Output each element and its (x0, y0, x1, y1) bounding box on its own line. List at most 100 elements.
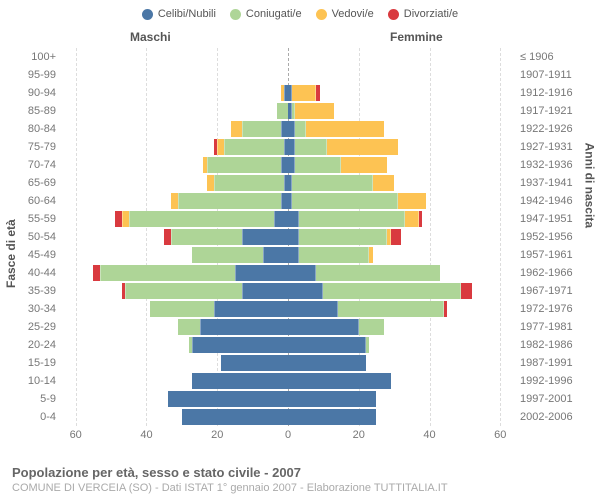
bar-segment (235, 265, 288, 281)
birth-label: 1907-1911 (520, 66, 578, 84)
age-row: 15-191987-1991 (58, 354, 518, 372)
age-label: 70-74 (2, 156, 56, 174)
bar-segment (168, 391, 288, 407)
bar-segment (281, 121, 288, 137)
bar-male (171, 193, 288, 209)
bar-segment (299, 211, 405, 227)
bar-segment (178, 193, 281, 209)
bar-segment (373, 175, 394, 191)
bar-segment (444, 301, 448, 317)
legend-item: Vedovi/e (316, 8, 374, 20)
bar-male (281, 85, 288, 101)
age-label: 90-94 (2, 84, 56, 102)
birth-label: 1922-1926 (520, 120, 578, 138)
bar-male (122, 283, 288, 299)
bar-female (288, 265, 440, 281)
bar-segment (461, 283, 472, 299)
bar-segment (242, 283, 288, 299)
bar-male (115, 211, 288, 227)
age-row: 30-341972-1976 (58, 300, 518, 318)
legend-item: Coniugati/e (230, 8, 302, 20)
bar-segment (207, 175, 214, 191)
bar-female (288, 301, 447, 317)
bar-segment (288, 265, 316, 281)
bar-female (288, 229, 401, 245)
bar-segment (207, 157, 281, 173)
birth-label: 1997-2001 (520, 390, 578, 408)
bar-segment (200, 319, 288, 335)
bar-segment (419, 211, 423, 227)
bar-segment (295, 139, 327, 155)
age-label: 5-9 (2, 390, 56, 408)
legend-item: Divorziati/e (388, 8, 458, 20)
bar-female (288, 175, 394, 191)
age-row: 60-641942-1946 (58, 192, 518, 210)
birth-label: 1942-1946 (520, 192, 578, 210)
bar-segment (214, 301, 288, 317)
age-row: 70-741932-1936 (58, 156, 518, 174)
bar-segment (306, 121, 384, 137)
bar-female (288, 157, 387, 173)
legend-label: Divorziati/e (404, 8, 458, 20)
age-label: 100+ (2, 48, 56, 66)
x-tick: 20 (353, 429, 365, 441)
bar-female (288, 319, 384, 335)
bar-segment (338, 301, 444, 317)
bar-segment (129, 211, 274, 227)
bar-female (288, 391, 376, 407)
age-row: 85-891917-1921 (58, 102, 518, 120)
bar-segment (125, 283, 242, 299)
legend-label: Vedovi/e (332, 8, 374, 20)
birth-label: 1982-1986 (520, 336, 578, 354)
x-tick: 40 (140, 429, 152, 441)
bar-segment (316, 85, 320, 101)
age-label: 0-4 (2, 408, 56, 426)
bar-segment (281, 193, 288, 209)
bar-segment (295, 103, 334, 119)
bar-segment (299, 247, 370, 263)
birth-label: 1912-1916 (520, 84, 578, 102)
bar-segment (288, 211, 299, 227)
footer: Popolazione per età, sesso e stato civil… (12, 465, 448, 494)
x-tick: 20 (211, 429, 223, 441)
bar-segment (242, 121, 281, 137)
bar-female (288, 409, 376, 425)
age-label: 50-54 (2, 228, 56, 246)
bar-segment (277, 103, 288, 119)
bar-female (288, 85, 320, 101)
bar-segment (288, 157, 295, 173)
age-label: 75-79 (2, 138, 56, 156)
age-label: 80-84 (2, 120, 56, 138)
bar-segment (115, 211, 122, 227)
age-label: 85-89 (2, 102, 56, 120)
bar-segment (341, 157, 387, 173)
birth-label: ≤ 1906 (520, 48, 578, 66)
bar-segment (288, 283, 323, 299)
chart-area: Fasce di età Anni di nascita 100+≤ 19069… (0, 48, 600, 448)
bar-segment (299, 229, 387, 245)
bar-segment (369, 247, 373, 263)
legend-label: Celibi/Nubili (158, 8, 216, 20)
bar-female (288, 373, 391, 389)
bar-male (168, 391, 288, 407)
birth-label: 1932-1936 (520, 156, 578, 174)
bar-segment (100, 265, 234, 281)
bar-segment (288, 337, 366, 353)
bar-segment (182, 409, 288, 425)
bar-segment (292, 175, 373, 191)
plot: 100+≤ 190695-991907-191190-941912-191685… (58, 48, 518, 426)
age-row: 40-441962-1966 (58, 264, 518, 282)
age-label: 10-14 (2, 372, 56, 390)
birth-label: 1947-1951 (520, 210, 578, 228)
bar-female (288, 139, 398, 155)
birth-label: 1972-1976 (520, 300, 578, 318)
bar-female (288, 103, 334, 119)
bar-segment (316, 265, 440, 281)
legend-dot (142, 9, 153, 20)
age-row: 80-841922-1926 (58, 120, 518, 138)
bar-segment (274, 211, 288, 227)
bar-segment (221, 355, 288, 371)
bar-male (150, 301, 288, 317)
bar-male (192, 373, 288, 389)
age-label: 25-29 (2, 318, 56, 336)
